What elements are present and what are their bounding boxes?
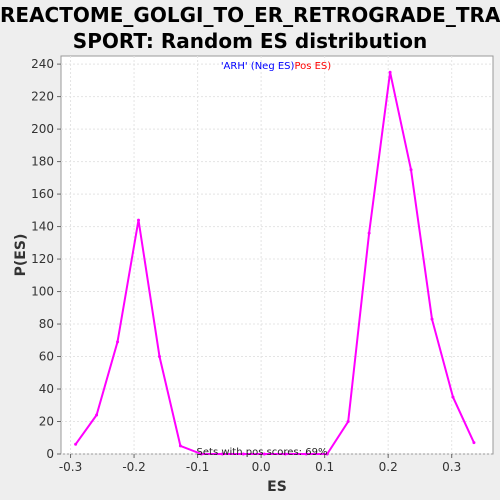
series-line (74, 71, 475, 455)
x-tick-label: 0.3 (442, 460, 461, 474)
x-tick-label: 0.2 (379, 460, 398, 474)
data-point (472, 441, 476, 445)
y-tick-label: 60 (39, 350, 54, 364)
data-point (388, 70, 392, 74)
data-point (409, 168, 413, 172)
y-axis-label: P(ES) (13, 234, 29, 277)
grid (61, 56, 493, 455)
y-tick-label: 40 (39, 382, 54, 396)
legend-pos-entry: Pos ES) (294, 61, 331, 72)
y-tick-label: 80 (39, 317, 54, 331)
data-point (95, 413, 99, 417)
x-axis-ticks: -0.3 -0.2 -0.1 0.0 0.1 0.2 0.3 (59, 454, 461, 474)
y-tick-label: 200 (31, 122, 54, 136)
y-tick-label: 120 (31, 252, 54, 266)
data-point (157, 355, 161, 359)
series-points (74, 70, 476, 456)
chart-title: REACTOME_GOLGI_TO_ER_RETROGRADE_TRAN SPO… (0, 2, 500, 54)
x-tick-label: -0.3 (59, 460, 82, 474)
data-point (325, 452, 329, 456)
plot-area (60, 55, 494, 455)
legend-neg-entry: 'ARH' (Neg ES) (221, 61, 295, 72)
data-point (262, 452, 266, 456)
x-tick-label: -0.1 (186, 460, 209, 474)
data-point (241, 452, 245, 456)
data-point (367, 231, 371, 235)
chart-title-line-2: SPORT: Random ES distribution (72, 29, 428, 53)
chart-title-line-1: REACTOME_GOLGI_TO_ER_RETROGRADE_TRAN (0, 3, 500, 27)
data-point (74, 442, 78, 446)
data-point (283, 452, 287, 456)
y-tick-label: 0 (46, 447, 54, 461)
y-tick-label: 240 (31, 57, 54, 71)
data-point (304, 452, 308, 456)
x-axis-label: ES (267, 479, 287, 495)
data-point (116, 340, 120, 344)
data-point (178, 444, 182, 448)
y-tick-label: 100 (31, 285, 54, 299)
y-axis-ticks: 0 20 40 60 80 100 120 140 160 180 200 220 240 (31, 57, 61, 461)
x-tick-label: 0.1 (315, 460, 334, 474)
x-tick-label: -0.2 (122, 460, 145, 474)
legend: 'ARH' (Neg ES)Pos ES) (221, 61, 331, 72)
x-tick-label: 0.0 (252, 460, 271, 474)
y-tick-label: 180 (31, 155, 54, 169)
data-point (199, 452, 203, 456)
data-point (137, 218, 141, 222)
data-point (430, 317, 434, 321)
data-point (451, 395, 455, 399)
pos-scores-annotation: Sets with pos scores: 69% (197, 447, 328, 458)
data-point (346, 420, 350, 424)
y-tick-label: 160 (31, 187, 54, 201)
y-tick-label: 220 (31, 90, 54, 104)
y-tick-label: 140 (31, 220, 54, 234)
data-point (220, 452, 224, 456)
y-tick-label: 20 (39, 415, 54, 429)
